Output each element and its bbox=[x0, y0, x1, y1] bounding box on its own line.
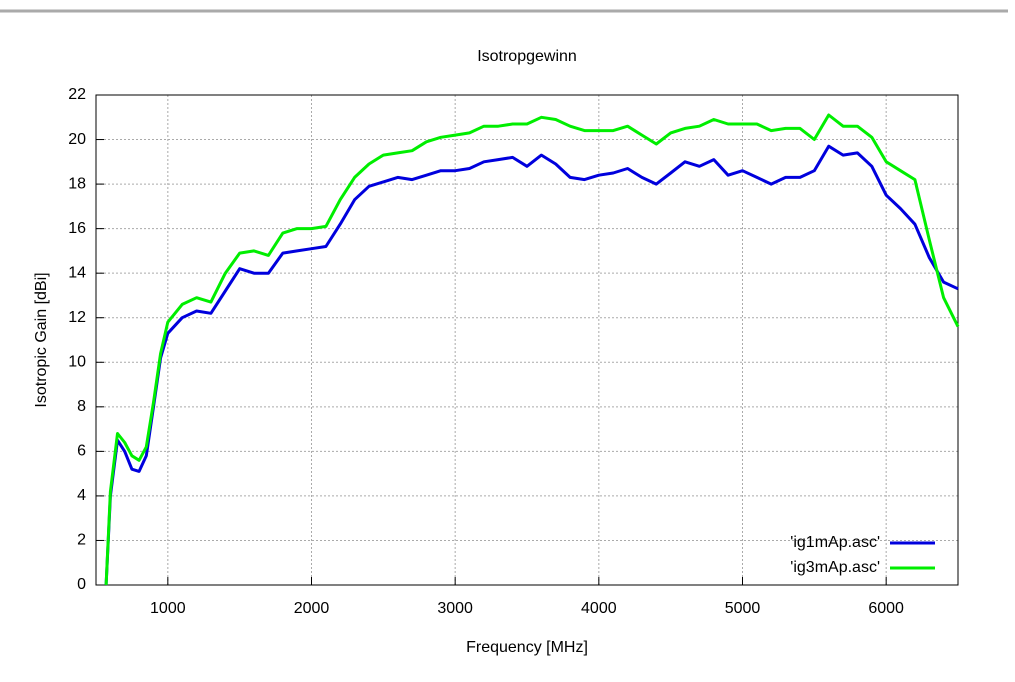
legend-label: 'ig3mAp.asc' bbox=[790, 559, 880, 576]
x-tick-label: 2000 bbox=[294, 600, 330, 617]
x-tick-label: 1000 bbox=[150, 600, 186, 617]
y-axis-label: Isotropic Gain [dBi] bbox=[33, 272, 50, 407]
x-tick-label: 3000 bbox=[437, 600, 473, 617]
data-line bbox=[104, 144, 959, 586]
chart-title: Isotropgewinn bbox=[477, 48, 577, 65]
y-tick-label: 6 bbox=[77, 443, 86, 460]
y-tick-label: 2 bbox=[77, 532, 86, 549]
y-tick-label: 8 bbox=[77, 398, 86, 415]
y-tick-label: 14 bbox=[68, 264, 86, 281]
x-axis-label: Frequency [MHz] bbox=[466, 639, 588, 656]
y-tick-label: 0 bbox=[77, 576, 86, 593]
y-tick-label: 22 bbox=[68, 86, 86, 103]
y-tick-label: 12 bbox=[68, 309, 86, 326]
data-line bbox=[104, 113, 960, 586]
x-tick-label: 6000 bbox=[868, 600, 904, 617]
x-tick-label: 4000 bbox=[581, 600, 617, 617]
x-tick-label: 5000 bbox=[725, 600, 761, 617]
y-tick-label: 18 bbox=[68, 175, 86, 192]
y-tick-label: 10 bbox=[68, 353, 86, 370]
y-tick-label: 4 bbox=[77, 487, 86, 504]
plot-frame bbox=[95, 94, 959, 586]
y-tick-label: 20 bbox=[68, 131, 86, 148]
legend-label: 'ig1mAp.asc' bbox=[790, 534, 880, 551]
y-tick-label: 16 bbox=[68, 220, 86, 237]
